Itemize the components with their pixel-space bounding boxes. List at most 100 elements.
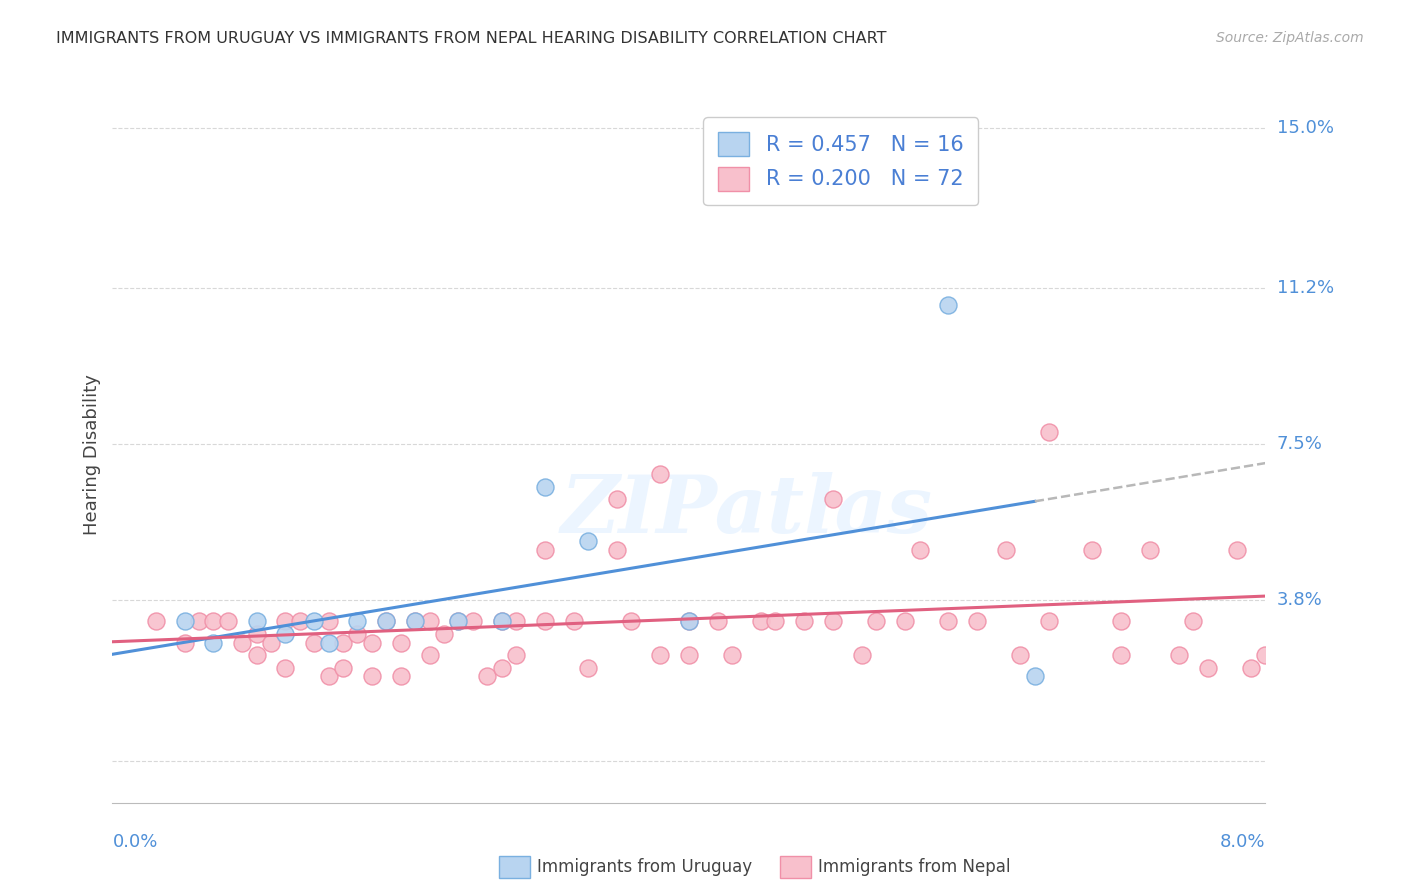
Point — [821, 492, 844, 507]
Point — [505, 648, 527, 663]
Point — [375, 615, 398, 629]
Text: 3.8%: 3.8% — [1277, 591, 1322, 609]
Point — [245, 648, 267, 663]
Point — [274, 661, 297, 675]
Point — [360, 635, 382, 649]
Point — [533, 615, 555, 629]
Text: Immigrants from Uruguay: Immigrants from Uruguay — [537, 858, 752, 876]
Point — [475, 669, 498, 683]
Point — [678, 648, 700, 663]
Point — [202, 615, 225, 629]
Text: ZIPatlas: ZIPatlas — [561, 472, 932, 549]
Point — [678, 615, 700, 629]
Point — [707, 615, 730, 629]
Point — [433, 627, 456, 641]
Point — [404, 615, 426, 629]
Point — [491, 661, 513, 675]
Point — [419, 648, 441, 663]
Point — [231, 635, 253, 649]
Y-axis label: Hearing Disability: Hearing Disability — [83, 375, 101, 535]
Point — [562, 615, 585, 629]
Point — [145, 615, 167, 629]
Point — [245, 615, 267, 629]
Point — [1111, 648, 1133, 663]
Point — [648, 648, 672, 663]
Point — [173, 615, 195, 629]
Point — [346, 627, 368, 641]
Legend: R = 0.457   N = 16, R = 0.200   N = 72: R = 0.457 N = 16, R = 0.200 N = 72 — [703, 118, 979, 205]
Point — [1038, 425, 1060, 439]
Point — [491, 615, 513, 629]
Text: 15.0%: 15.0% — [1277, 120, 1333, 137]
Point — [188, 615, 211, 629]
Text: Immigrants from Nepal: Immigrants from Nepal — [818, 858, 1011, 876]
Point — [1167, 648, 1189, 663]
Point — [648, 467, 672, 481]
Text: 0.0%: 0.0% — [112, 833, 157, 851]
Point — [274, 615, 297, 629]
Point — [274, 627, 297, 641]
Point — [288, 615, 311, 629]
Point — [389, 669, 412, 683]
Point — [1111, 615, 1133, 629]
Point — [966, 615, 988, 629]
Point — [1010, 648, 1032, 663]
Point — [851, 648, 873, 663]
Point — [765, 615, 787, 629]
Point — [533, 479, 555, 493]
Point — [447, 615, 470, 629]
Point — [721, 648, 744, 663]
Point — [620, 615, 643, 629]
Point — [1225, 542, 1247, 557]
Point — [461, 615, 484, 629]
Point — [533, 542, 555, 557]
Point — [360, 669, 382, 683]
Text: 7.5%: 7.5% — [1277, 435, 1323, 453]
Point — [202, 635, 225, 649]
Point — [304, 635, 326, 649]
Text: Source: ZipAtlas.com: Source: ZipAtlas.com — [1216, 31, 1364, 45]
Point — [1139, 542, 1161, 557]
Point — [491, 615, 513, 629]
Point — [1197, 661, 1219, 675]
Point — [793, 615, 815, 629]
Point — [245, 627, 267, 641]
Point — [173, 635, 195, 649]
Point — [995, 542, 1018, 557]
Point — [332, 661, 354, 675]
Point — [1038, 615, 1060, 629]
Text: IMMIGRANTS FROM URUGUAY VS IMMIGRANTS FROM NEPAL HEARING DISABILITY CORRELATION : IMMIGRANTS FROM URUGUAY VS IMMIGRANTS FR… — [56, 31, 887, 46]
Point — [821, 615, 844, 629]
Point — [894, 615, 917, 629]
Point — [447, 615, 470, 629]
Point — [1182, 615, 1205, 629]
Point — [936, 298, 959, 312]
Point — [318, 635, 340, 649]
Point — [304, 615, 326, 629]
Point — [389, 635, 412, 649]
Point — [332, 635, 354, 649]
Point — [404, 615, 426, 629]
Point — [1240, 661, 1263, 675]
Point — [419, 615, 441, 629]
Point — [375, 615, 398, 629]
Point — [749, 615, 772, 629]
Point — [576, 661, 599, 675]
Point — [505, 615, 527, 629]
Point — [606, 542, 628, 557]
Point — [1024, 669, 1046, 683]
Point — [217, 615, 239, 629]
Point — [908, 542, 931, 557]
Text: 11.2%: 11.2% — [1277, 279, 1334, 297]
Point — [1254, 648, 1277, 663]
Text: 8.0%: 8.0% — [1220, 833, 1265, 851]
Point — [678, 615, 700, 629]
Point — [606, 492, 628, 507]
Point — [576, 534, 599, 549]
Point — [318, 669, 340, 683]
Point — [936, 615, 959, 629]
Point — [1081, 542, 1104, 557]
Point — [865, 615, 887, 629]
Point — [260, 635, 283, 649]
Point — [318, 615, 340, 629]
